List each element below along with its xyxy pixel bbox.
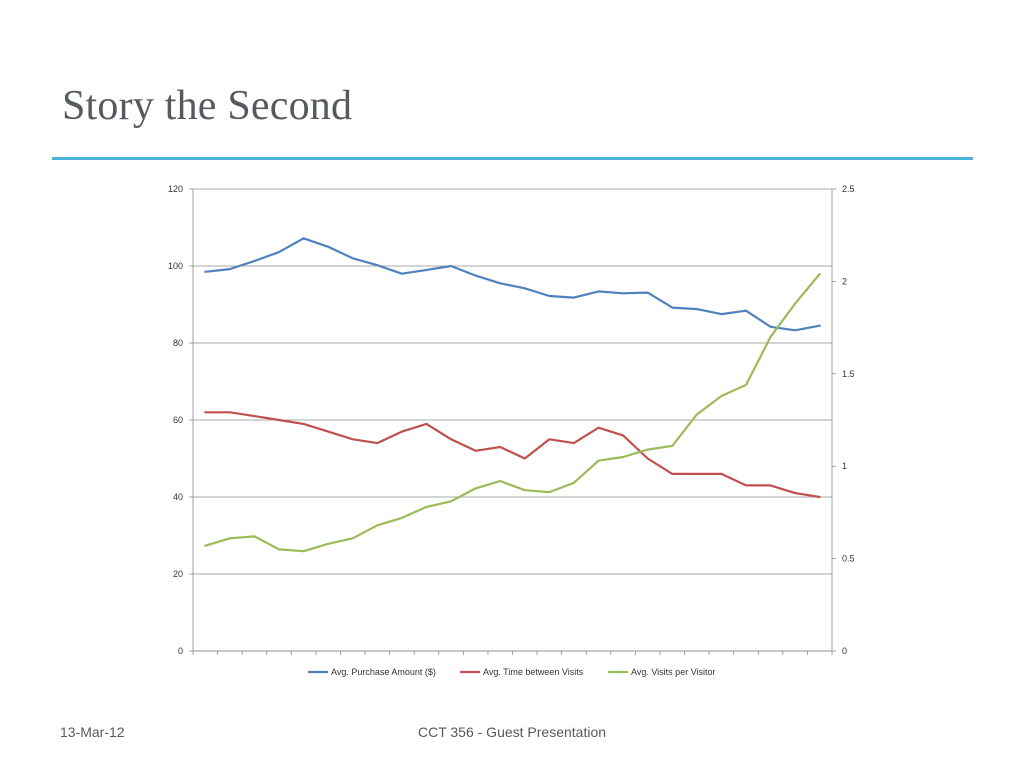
right-tick-label: 1.5 — [842, 369, 855, 379]
legend-label: Avg. Visits per Visitor — [631, 667, 716, 677]
chart-legend: Avg. Purchase Amount ($) Avg. Time betwee… — [308, 667, 716, 677]
left-tick-label: 100 — [168, 261, 183, 271]
right-tick-label: 0.5 — [842, 554, 855, 564]
left-tick-label: 0 — [178, 646, 183, 656]
footer-date: 13-Mar-12 — [60, 724, 125, 740]
chart-series — [204, 237, 821, 553]
right-tick-label: 2 — [842, 276, 847, 286]
chart-gridlines — [193, 188, 832, 652]
slide-title: Story the Second — [62, 83, 353, 129]
legend-label: Avg. Purchase Amount ($) — [331, 667, 436, 677]
legend-label: Avg. Time between Visits — [483, 667, 584, 677]
series-line-1 — [204, 237, 821, 332]
series-line-2 — [204, 411, 821, 499]
left-tick-label: 60 — [173, 415, 183, 425]
left-tick-label: 40 — [173, 492, 183, 502]
left-tick-label: 80 — [173, 338, 183, 348]
left-tick-label: 120 — [168, 184, 183, 194]
footer-presentation-title: CCT 356 - Guest Presentation — [417, 724, 607, 740]
right-tick-label: 1 — [842, 461, 847, 471]
series-line-3 — [204, 272, 821, 553]
title-divider — [52, 157, 973, 160]
right-axis-ticks: 0 0.5 1 1.5 2 2.5 — [832, 184, 855, 656]
right-tick-label: 2.5 — [842, 184, 855, 194]
left-tick-label: 20 — [173, 569, 183, 579]
left-axis-ticks: 0 20 40 60 80 100 120 — [168, 184, 193, 656]
right-tick-label: 0 — [842, 646, 847, 656]
